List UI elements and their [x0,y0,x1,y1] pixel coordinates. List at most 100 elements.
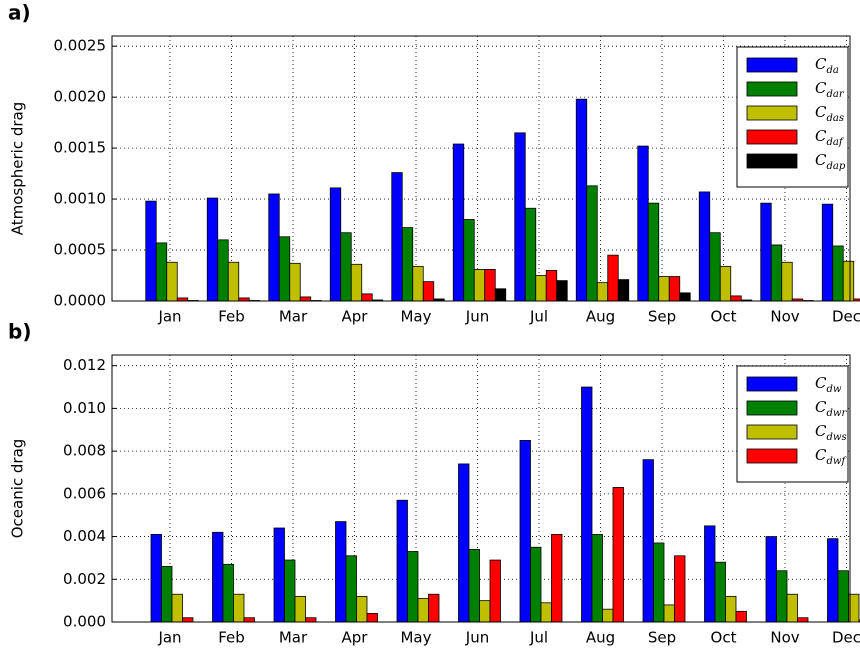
bar [335,521,347,623]
bar [361,293,373,302]
bar [524,207,537,302]
legend-label: Cda [815,55,839,76]
bar [714,561,726,623]
x-tick-label: Oct [711,308,737,326]
bar [243,617,255,623]
panel-label: b) [8,320,31,344]
y-tick-label: 0.012 [63,356,106,374]
x-tick-label: Oct [711,629,737,647]
bar [607,254,619,302]
x-tick-label: Sep [648,629,676,647]
bar [458,463,470,623]
x-tick-label: Jul [529,629,548,647]
x-tick-label: Apr [342,308,369,326]
legend-label: Cdwr [815,398,847,419]
legend-swatch [746,153,798,169]
bar [647,202,660,302]
x-tick-label: Jan [157,308,181,326]
bar [653,542,665,623]
x-tick-label: Dec [832,308,860,326]
y-tick-label: 0.002 [63,570,106,588]
bar [704,525,716,623]
y-tick-label: 0.0015 [54,139,107,157]
y-tick-label: 0.000 [63,613,106,631]
bar [674,555,686,623]
bar [329,187,342,302]
legend-label: Cdas [815,103,844,124]
legend-label: Cdaf [815,127,845,148]
bar [294,595,306,623]
bar [540,602,552,623]
bar [182,617,194,623]
bar [591,534,603,623]
bar [273,527,285,623]
y-tick-label: 0.0025 [54,37,107,55]
bar [305,617,317,623]
bar [581,386,593,623]
bar [345,555,357,623]
bar [837,570,849,623]
bar [797,617,809,623]
bar [479,600,491,623]
plot-frame [111,35,851,302]
bar [227,261,240,302]
x-tick-label: Nov [770,308,799,326]
x-tick-label: Aug [586,308,615,326]
y-tick-label: 0.0000 [54,292,107,310]
x-tick-label: May [400,308,431,326]
bar [514,132,526,302]
bar [463,219,475,302]
bar [658,276,670,302]
bar [781,261,793,302]
bar [725,595,737,623]
y-tick-label: 0.0010 [54,190,107,208]
bar [217,239,229,302]
bar [668,276,681,302]
bar [366,613,378,623]
bar [340,232,352,302]
bar [786,593,798,623]
bar [551,534,563,623]
bar [289,262,301,302]
bar [637,145,649,302]
bar [350,263,363,302]
x-tick-label: Apr [342,629,369,647]
bar [848,593,860,623]
bar [299,296,312,302]
bar [155,242,168,302]
bar [770,244,783,302]
bar [391,172,403,302]
bar [161,566,173,623]
legend-swatch [746,448,798,464]
x-tick-label: Mar [279,629,308,647]
x-tick-label: May [400,629,431,647]
bar [171,593,183,623]
x-tick-label: Nov [770,629,799,647]
bar [530,546,542,623]
bar [356,595,368,623]
legend-label: Cdap [815,151,846,172]
legend-swatch [746,376,798,392]
bar [494,288,507,302]
bar [407,551,419,623]
bar [596,282,609,302]
legend-swatch [746,105,798,121]
bar [233,593,245,623]
legend-swatch [746,424,798,440]
bar [760,202,772,302]
bar [821,203,834,302]
bar [166,261,178,302]
bar [545,270,558,302]
bar [396,499,408,623]
x-tick-label: Jul [529,308,548,326]
bar [145,200,157,302]
bar [602,608,614,623]
bar [428,593,440,623]
bar [412,265,424,302]
x-tick-label: Jan [157,629,181,647]
legend-label: Cdw [815,374,842,395]
bar [832,245,844,302]
x-tick-label: Aug [586,629,615,647]
bar [776,570,788,623]
bar [489,559,501,623]
